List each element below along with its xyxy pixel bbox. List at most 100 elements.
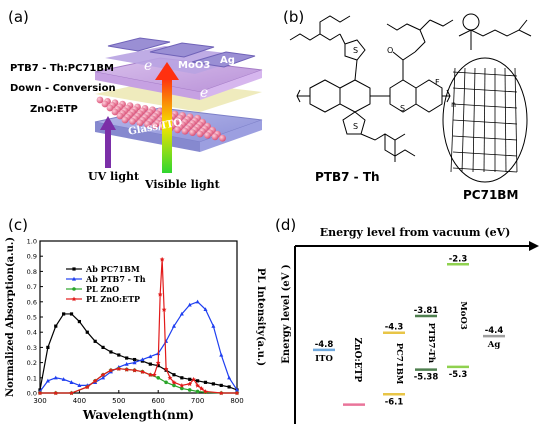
zno-etp-nanoparticle [144, 120, 151, 128]
x-tick-label: 500 [112, 397, 125, 405]
data-point [124, 361, 129, 366]
material-pc71bm: -4.3 -6.1 PC71BM [383, 323, 405, 407]
atom-f: F [435, 78, 440, 87]
data-point [171, 379, 177, 385]
data-point [46, 345, 50, 349]
cage-bond [452, 167, 518, 173]
x-tick-label: 400 [73, 397, 86, 405]
data-point [151, 372, 157, 378]
data-point [109, 350, 113, 354]
data-point [195, 389, 200, 394]
y-tick-label: 0.9 [27, 253, 37, 261]
pc71bm-structure [442, 13, 532, 183]
ag-label: Ag [220, 55, 235, 66]
data-point [196, 379, 200, 383]
cage-bond [452, 119, 518, 125]
data-point [93, 339, 97, 343]
diagram-title: Energy level from vacuum (eV) [320, 226, 511, 239]
data-point [227, 385, 231, 389]
material-name: PTB7-Th [426, 323, 436, 363]
legend-label: Ab PTB7 - Th [85, 274, 146, 284]
data-point [156, 364, 160, 368]
energy-level-value: -3.81 [414, 306, 439, 316]
data-point [148, 362, 152, 366]
material-name: Ag [487, 340, 501, 350]
layer-label-active: PTB7 - Th:PC71BM [10, 63, 114, 74]
zno-etp-nanoparticle [106, 104, 114, 112]
data-point [92, 378, 98, 384]
y-tick-label: 0.4 [27, 329, 37, 337]
material-name: PC71BM [394, 343, 404, 385]
y-axis-title-left: Normalized Absorption(a.u.) [5, 237, 16, 397]
data-point [195, 383, 200, 388]
zno-etp-nanoparticle [96, 96, 104, 104]
data-point [54, 324, 58, 328]
data-point [69, 380, 74, 384]
data-point [155, 360, 161, 365]
energy-level-value: -5.3 [449, 370, 468, 380]
visible-light-label: Visible light [145, 178, 220, 191]
y-tick-label: 0.1 [27, 374, 37, 382]
atom-s-1: S [353, 46, 359, 55]
series-line [39, 301, 238, 392]
panel-a-label: (a) [8, 8, 29, 26]
data-point [72, 287, 76, 291]
y-tick-label: 0.2 [27, 359, 37, 367]
zno-etp-nanoparticle [151, 122, 159, 129]
data-point [172, 383, 176, 388]
uv-light-arrow [100, 116, 116, 168]
legend-entry: Ab PC71BM [66, 264, 140, 274]
zno-etp-nanoparticle [111, 108, 119, 116]
data-point [203, 389, 208, 394]
y-tick-label: 0.8 [27, 268, 37, 276]
layer-label-zno-etp: ZnO:ETP [30, 104, 78, 115]
y-tick-label: 0.7 [27, 283, 37, 291]
data-point [132, 360, 137, 365]
device-schematic [94, 37, 263, 173]
energy-level-value: -6.1 [385, 397, 404, 407]
data-point [84, 384, 90, 390]
energy-level-diagram: Energy level from vacuum (eV) Energy leve… [281, 226, 539, 424]
cage-bond [483, 67, 486, 173]
y-tick-label: 0.6 [27, 298, 37, 306]
legend-entry: Ab PTB7 - Th [66, 274, 146, 284]
zno-etp-nanoparticle [189, 129, 196, 137]
panel-d-label: (d) [275, 216, 297, 234]
data-point [140, 357, 145, 362]
zno-etp-nanoparticle [181, 127, 189, 135]
data-point [77, 319, 81, 324]
x-tick-label: 600 [152, 397, 165, 405]
x-axis-title: Wavelength(nm) [82, 408, 194, 422]
panel-c-label: (c) [8, 216, 28, 234]
moo3-label: MoO3 [178, 60, 211, 71]
data-point [203, 307, 208, 311]
zno-etp-nanoparticle [116, 112, 124, 120]
data-point [187, 388, 192, 392]
legend-label: PL ZnO [86, 284, 119, 294]
zno-etp-nanoparticle [211, 133, 219, 141]
ag-electrodes [107, 37, 256, 68]
subscript-n: n [451, 100, 457, 109]
energy-level-value: -4.3 [385, 323, 404, 333]
ptb7-th-name: PTB7 - Th [315, 170, 380, 184]
data-point [179, 383, 185, 388]
cage-bond [452, 151, 518, 157]
data-point [148, 354, 153, 359]
data-point [124, 367, 130, 372]
data-point [71, 296, 77, 302]
material-moo3: -2.3 -5.3 MoO3 [447, 254, 469, 380]
material-name: ZnO:ETP [352, 337, 362, 382]
data-point [163, 366, 169, 371]
series-1 [38, 299, 239, 394]
zno-etp-nanoparticle [101, 100, 109, 108]
x-tick-label: 800 [230, 397, 243, 405]
data-point [101, 375, 106, 380]
atom-s-3: S [400, 104, 406, 113]
data-point [219, 352, 224, 357]
pc71bm-name: PC71BM [463, 188, 519, 202]
material-ito: -4.8 ITO [313, 340, 335, 364]
cage-bond [452, 135, 518, 141]
series-line [39, 313, 238, 391]
series-3 [37, 256, 240, 396]
atom-o: O [387, 46, 394, 55]
